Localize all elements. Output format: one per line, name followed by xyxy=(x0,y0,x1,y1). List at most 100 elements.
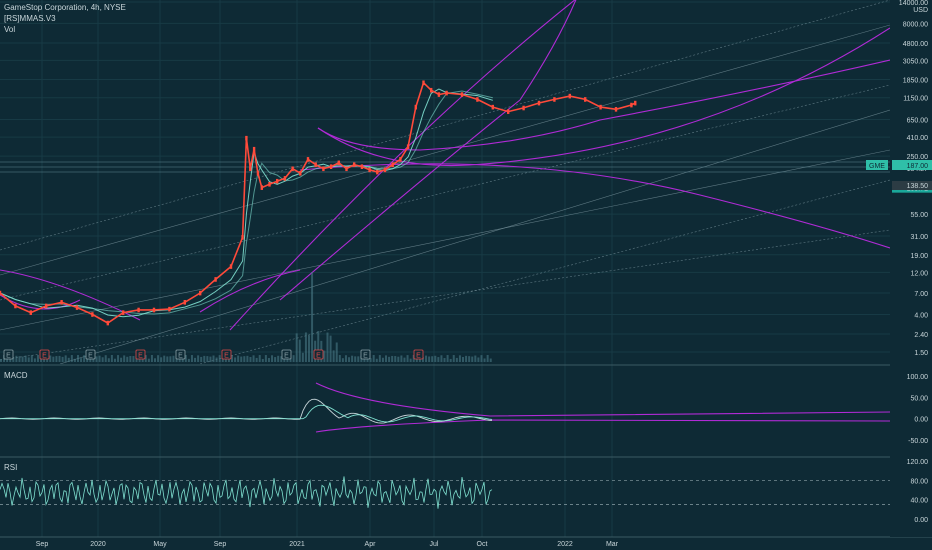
volume-bar xyxy=(187,358,190,362)
price-series xyxy=(0,80,637,326)
time-tick-label: Oct xyxy=(477,541,488,548)
volume-bar xyxy=(483,358,486,362)
price-candle xyxy=(599,104,602,110)
macd-tick-label: 0.00 xyxy=(914,417,928,424)
macd-tick-label: -50.00 xyxy=(908,438,928,445)
symbol-title[interactable]: GameStop Corporation, 4h, NYSE xyxy=(4,3,126,12)
volume-bar xyxy=(166,356,169,362)
volume-bar xyxy=(175,357,178,362)
arc-line xyxy=(299,163,890,249)
volume-bar xyxy=(301,352,304,362)
volume-bar xyxy=(261,358,264,362)
volume-bar xyxy=(295,333,298,362)
volume-bar xyxy=(274,357,277,362)
price-candle xyxy=(260,185,263,190)
volume-bar xyxy=(317,331,320,362)
price-candle xyxy=(241,235,244,240)
macd-label[interactable]: MACD xyxy=(4,371,28,380)
volume-bar xyxy=(30,355,33,362)
volume-bar xyxy=(375,358,378,362)
volume-bar xyxy=(394,356,397,362)
volume-bar xyxy=(184,355,187,362)
volume-bar xyxy=(209,356,212,362)
volume-bar xyxy=(323,350,326,362)
price-candle xyxy=(399,157,402,162)
arc-line xyxy=(317,59,890,151)
volume-bar xyxy=(49,355,52,362)
earnings-marker-label: E xyxy=(42,353,47,360)
price-candle xyxy=(376,169,379,175)
earnings-marker-label: E xyxy=(6,353,11,360)
price-tick-label: 410.00 xyxy=(907,135,929,142)
price-candle xyxy=(391,162,394,168)
volume-bar xyxy=(341,358,344,362)
price-candle xyxy=(29,310,32,315)
volume-bar xyxy=(452,355,455,362)
rsi-tick-label: 0.00 xyxy=(914,517,928,524)
rsi-tick-label: 80.00 xyxy=(910,478,928,485)
price-candle xyxy=(430,87,433,93)
volume-bar xyxy=(181,358,184,362)
time-tick-label: Apr xyxy=(365,541,377,548)
volume-bar xyxy=(231,355,233,362)
volume-bar xyxy=(465,355,468,362)
volume-bar xyxy=(123,355,126,362)
volume-bar xyxy=(455,357,458,362)
volume-bar xyxy=(157,355,160,362)
volume-bar xyxy=(292,355,295,362)
macd-arc-lower xyxy=(315,419,890,433)
indicator-vol-label[interactable]: Vol xyxy=(4,25,16,34)
volume-bar xyxy=(369,358,372,362)
volume-bar xyxy=(27,357,30,362)
price-candle xyxy=(630,102,633,108)
volume-bar xyxy=(252,355,255,362)
volume-bar xyxy=(12,357,15,362)
arc-line xyxy=(0,269,141,321)
earnings-marker-label: E xyxy=(178,353,183,360)
time-tick-label: Sep xyxy=(36,541,49,548)
rsi-label[interactable]: RSI xyxy=(4,463,18,472)
volume-bar xyxy=(280,356,283,362)
price-candle xyxy=(537,100,541,106)
volume-bar xyxy=(107,358,110,362)
indicator-mmas-label[interactable]: [RS]MMAS.V3 xyxy=(4,14,56,23)
volume-bar xyxy=(55,356,58,362)
volume-bar xyxy=(443,358,446,362)
price-candle xyxy=(345,166,348,172)
volume-bar xyxy=(311,272,314,362)
time-tick-label: May xyxy=(153,541,167,548)
volume-bar xyxy=(172,355,175,362)
earnings-marker-label: E xyxy=(138,353,143,360)
volume-bar xyxy=(428,356,431,362)
volume-bar xyxy=(194,357,197,362)
earnings-marker-box xyxy=(221,349,232,360)
price-candle xyxy=(476,97,479,102)
earnings-marker-box xyxy=(85,349,96,360)
price-tick-label: 4800.00 xyxy=(903,41,928,48)
macd-arc-upper xyxy=(315,382,890,417)
macd-tick-label: 100.00 xyxy=(907,374,929,381)
volume-bar xyxy=(329,335,332,362)
volume-bar xyxy=(83,355,86,362)
volume-bar xyxy=(6,357,9,362)
price-candle xyxy=(45,303,48,309)
price-candle xyxy=(245,135,248,141)
volume-bar xyxy=(471,356,474,362)
volume-bar xyxy=(348,357,351,362)
price-candle xyxy=(75,305,79,310)
volume-bar xyxy=(338,355,341,362)
price-candle xyxy=(291,166,294,172)
volume-bar xyxy=(101,357,104,362)
level-tag-bg xyxy=(892,181,932,190)
volume-bar xyxy=(160,357,163,362)
time-axis[interactable]: Sep 2020 May Sep 2021 Apr Jul Oct 2022 Mar xyxy=(36,541,619,548)
time-tick-label: 2021 xyxy=(289,541,305,548)
volume-bar xyxy=(381,357,384,362)
volume-bar xyxy=(150,355,153,362)
volume-bar xyxy=(403,357,406,362)
volume-bar xyxy=(255,357,258,362)
channel-line xyxy=(0,149,890,331)
price-candle xyxy=(168,306,171,312)
